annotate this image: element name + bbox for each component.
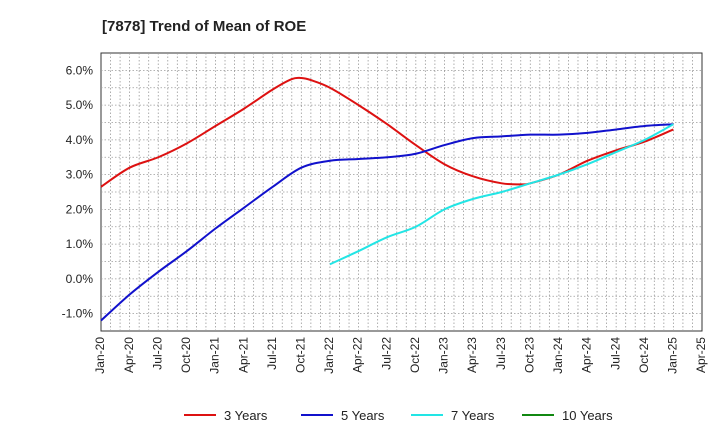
legend: 3 Years 5 Years 7 Years 10 Years [184, 408, 613, 423]
x-tick-label: Jul-20 [150, 337, 164, 370]
y-tick-label: 1.0% [66, 237, 94, 251]
x-tick-label: Jan-23 [437, 337, 451, 374]
x-tick-label: Apr-23 [465, 337, 479, 373]
x-tick-label: Jan-21 [208, 337, 222, 374]
x-tick-label: Oct-24 [637, 337, 651, 373]
x-tick-label: Jul-22 [379, 337, 393, 370]
x-tick-label: Apr-22 [351, 337, 365, 373]
plot-area [100, 52, 703, 332]
legend-label-1: 3 Years [224, 408, 268, 423]
x-tick-label: Oct-20 [179, 337, 193, 373]
x-tick-label: Apr-21 [236, 337, 250, 373]
x-tick-label: Apr-20 [122, 337, 136, 373]
x-tick-label: Jan-24 [551, 337, 565, 374]
x-tick-label: Jan-25 [666, 337, 680, 374]
x-axis-ticks: Jan-20 Apr-20 Jul-20 Oct-20 Jan-21 Apr-21 Jul-… [93, 337, 708, 374]
x-tick-label: Oct-21 [294, 337, 308, 373]
gridlines [101, 53, 702, 331]
x-tick-label: Jan-20 [93, 337, 107, 374]
x-tick-label: Jul-24 [608, 337, 622, 370]
y-tick-label: 0.0% [66, 272, 94, 286]
legend-label-4: 10 Years [562, 408, 613, 423]
series-line-3 [329, 123, 674, 266]
y-tick-label: 2.0% [66, 202, 94, 216]
y-axis-ticks: -1.0% 0.0% 1.0% 2.0% 3.0% 4.0% 5.0% 6.0% [62, 63, 94, 320]
x-tick-label: Jan-22 [322, 337, 336, 374]
x-tick-label: Oct-22 [408, 337, 422, 373]
chart-title: [7878] Trend of Mean of ROE [102, 18, 306, 35]
y-tick-label: 4.0% [66, 133, 94, 147]
plot-frame [100, 52, 703, 332]
y-tick-label: 6.0% [66, 63, 94, 77]
y-tick-label: -1.0% [62, 307, 94, 321]
series-line-2 [100, 123, 674, 322]
x-tick-label: Jul-21 [265, 337, 279, 370]
y-tick-label: 3.0% [66, 168, 94, 182]
x-tick-label: Apr-24 [580, 337, 594, 373]
legend-label-2: 5 Years [341, 408, 385, 423]
legend-label-3: 7 Years [451, 408, 495, 423]
x-tick-label: Apr-25 [694, 337, 708, 373]
series-lines [100, 76, 674, 322]
x-tick-label: Oct-23 [522, 337, 536, 373]
y-tick-label: 5.0% [66, 98, 94, 112]
x-tick-label: Jul-23 [494, 337, 508, 370]
